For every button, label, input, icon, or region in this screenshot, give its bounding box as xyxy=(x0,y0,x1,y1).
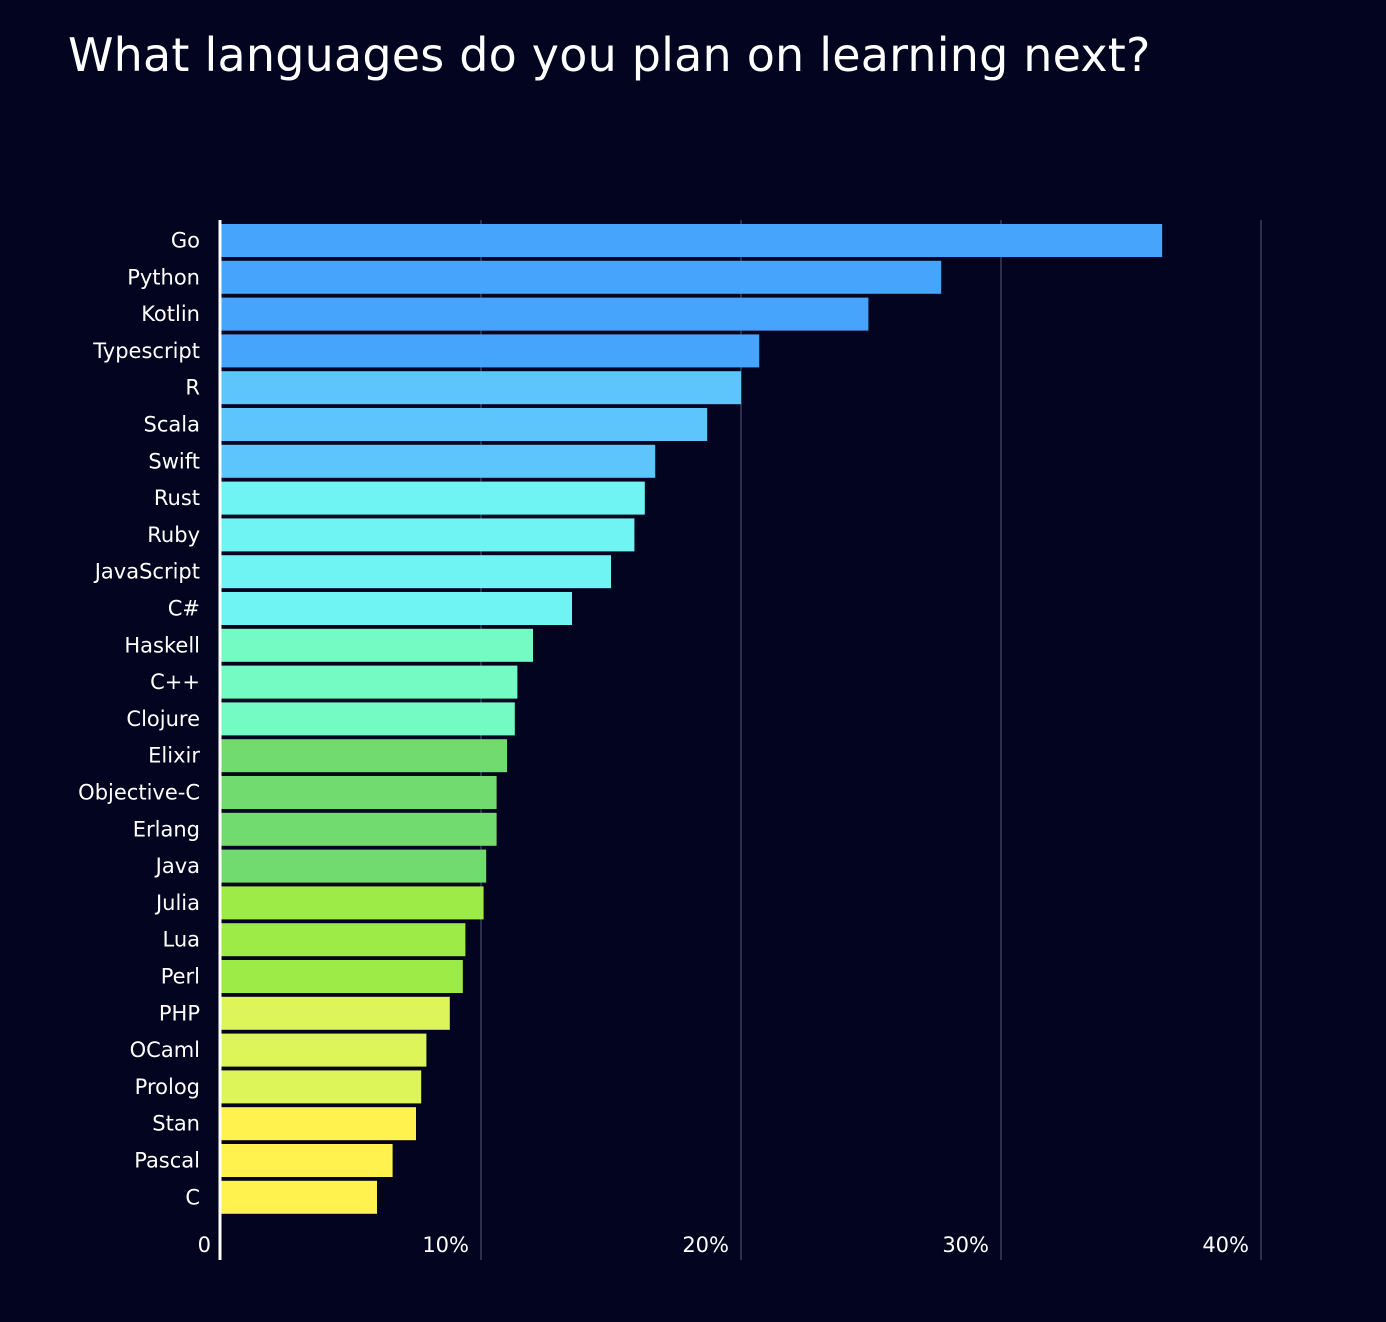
bar-php xyxy=(221,996,450,1030)
bar-julia xyxy=(221,886,484,920)
category-label: PHP xyxy=(159,1001,200,1025)
category-labels: Go Python Kotlin Typescript R Scala Swift Rust R… xyxy=(78,229,200,1210)
category-label: Erlang xyxy=(133,817,200,841)
bar-ruby xyxy=(221,518,635,552)
category-label: Rust xyxy=(154,486,200,510)
chart-title: What languages do you plan on learning n… xyxy=(68,28,1151,82)
bar-kotlin xyxy=(221,297,869,331)
bar-c xyxy=(221,592,572,625)
category-label: Stan xyxy=(152,1112,200,1136)
bar-ocaml xyxy=(221,1033,427,1067)
category-label: Objective-C xyxy=(78,781,200,805)
category-label: Lua xyxy=(162,928,200,952)
category-label: Go xyxy=(171,229,200,253)
bar-elixir xyxy=(221,739,507,773)
bar-objective-c xyxy=(221,776,497,809)
category-label: Ruby xyxy=(147,523,200,547)
category-label: Elixir xyxy=(148,744,200,768)
x-tick-label: 40% xyxy=(1202,1233,1249,1257)
bar-lua xyxy=(221,923,466,957)
category-label: C++ xyxy=(150,670,200,694)
x-tick-label: 10% xyxy=(422,1233,469,1257)
x-axis-ticks: 0 10% 20% 30% 40% xyxy=(198,1233,1249,1257)
bar-clojure xyxy=(221,702,515,736)
bar-python xyxy=(221,260,942,294)
category-label: C# xyxy=(168,597,200,621)
bar-erlang xyxy=(221,812,497,846)
x-tick-label: 0 xyxy=(198,1233,211,1257)
category-label: Kotlin xyxy=(141,302,200,326)
category-label: Java xyxy=(154,854,200,878)
bar-r xyxy=(221,371,741,405)
category-label: Clojure xyxy=(126,707,200,731)
bar-scala xyxy=(221,408,708,441)
category-label: C xyxy=(185,1185,200,1209)
bar-java xyxy=(221,849,487,883)
category-label: JavaScript xyxy=(93,560,200,584)
category-label: Swift xyxy=(148,449,200,473)
bar-rust xyxy=(221,481,645,515)
bars xyxy=(221,224,1163,1214)
category-label: Python xyxy=(127,265,200,289)
category-label: OCaml xyxy=(130,1038,200,1062)
bar-c xyxy=(221,1180,377,1214)
bar-typescript xyxy=(221,334,760,368)
bar-pascal xyxy=(221,1144,393,1177)
category-label: Typescript xyxy=(92,339,200,363)
bar-c xyxy=(221,665,518,699)
x-tick-label: 20% xyxy=(682,1233,729,1257)
category-label: Scala xyxy=(144,413,200,437)
category-label: Pascal xyxy=(134,1149,200,1173)
x-tick-label: 30% xyxy=(942,1233,989,1257)
bar-haskell xyxy=(221,628,533,662)
category-label: Perl xyxy=(161,965,200,989)
bar-stan xyxy=(221,1107,416,1141)
bar-perl xyxy=(221,960,463,993)
category-label: R xyxy=(185,376,200,400)
category-label: Haskell xyxy=(124,633,200,657)
bar-prolog xyxy=(221,1070,422,1104)
bar-go xyxy=(221,224,1163,257)
bar-swift xyxy=(221,444,656,478)
bar-javascript xyxy=(221,555,611,589)
category-label: Julia xyxy=(154,891,200,915)
category-label: Prolog xyxy=(135,1075,200,1099)
